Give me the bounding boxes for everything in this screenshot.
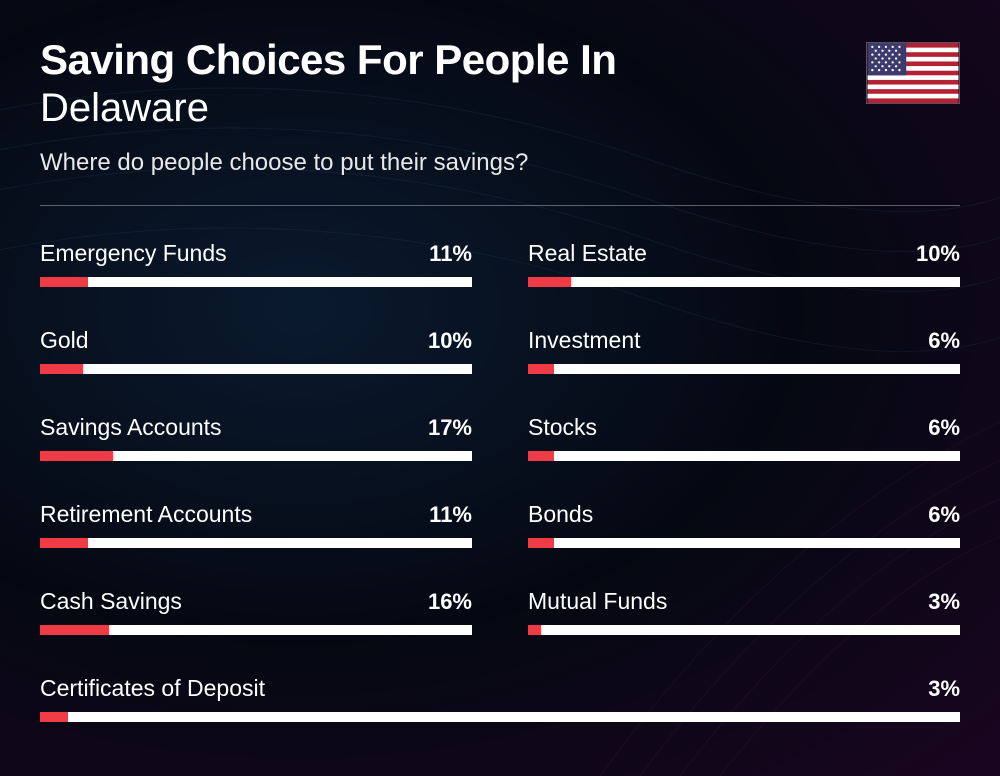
bar-track <box>40 364 472 374</box>
bar-item-header: Savings Accounts 17% <box>40 414 472 441</box>
bar-item-header: Investment 6% <box>528 327 960 354</box>
usa-flag-icon <box>866 42 960 104</box>
bar-item: Savings Accounts 17% <box>40 414 472 461</box>
bar-item-value: 3% <box>928 589 960 615</box>
bar-item-label: Savings Accounts <box>40 414 222 441</box>
bar-track <box>528 451 960 461</box>
bar-item-label: Bonds <box>528 501 593 528</box>
bar-item-header: Certificates of Deposit 3% <box>40 675 960 702</box>
bar-item-label: Mutual Funds <box>528 588 667 615</box>
bar-item-header: Emergency Funds 11% <box>40 240 472 267</box>
bar-item-value: 6% <box>928 502 960 528</box>
bar-item-header: Gold 10% <box>40 327 472 354</box>
bar-item: Mutual Funds 3% <box>528 588 960 635</box>
divider <box>40 205 960 206</box>
bar-fill <box>528 277 571 287</box>
infographic-container: Saving Choices For People In Delaware Wh… <box>0 0 1000 758</box>
bar-item-label: Gold <box>40 327 89 354</box>
bar-fill <box>528 625 541 635</box>
bar-item: Investment 6% <box>528 327 960 374</box>
bar-item-label: Investment <box>528 327 641 354</box>
bar-item: Certificates of Deposit 3% <box>40 675 960 722</box>
bar-item-header: Bonds 6% <box>528 501 960 528</box>
bar-track <box>40 712 960 722</box>
bar-item-header: Retirement Accounts 11% <box>40 501 472 528</box>
bar-fill <box>40 625 109 635</box>
title-line1: Saving Choices For People In <box>40 36 960 84</box>
bar-item-value: 10% <box>916 241 960 267</box>
bar-fill <box>528 538 554 548</box>
bar-item: Real Estate 10% <box>528 240 960 287</box>
bar-item-value: 6% <box>928 328 960 354</box>
bar-item: Gold 10% <box>40 327 472 374</box>
bar-track <box>528 538 960 548</box>
bar-fill <box>528 451 554 461</box>
bar-fill <box>40 451 113 461</box>
bar-track <box>40 538 472 548</box>
bar-item-value: 3% <box>928 676 960 702</box>
bar-item-header: Real Estate 10% <box>528 240 960 267</box>
bar-item-value: 11% <box>429 502 472 528</box>
bar-item-label: Real Estate <box>528 240 647 267</box>
bar-item-value: 10% <box>428 328 472 354</box>
bar-track <box>40 625 472 635</box>
bar-item-header: Cash Savings 16% <box>40 588 472 615</box>
bar-item-value: 16% <box>428 589 472 615</box>
bar-item: Emergency Funds 11% <box>40 240 472 287</box>
bar-item-label: Cash Savings <box>40 588 182 615</box>
bar-item-label: Stocks <box>528 414 597 441</box>
bar-fill <box>40 364 83 374</box>
bar-chart-grid: Emergency Funds 11% Real Estate 10% Gold 10% I… <box>40 240 960 722</box>
bar-track <box>528 625 960 635</box>
bar-item: Cash Savings 16% <box>40 588 472 635</box>
bar-item-header: Mutual Funds 3% <box>528 588 960 615</box>
bar-track <box>528 277 960 287</box>
bar-item: Bonds 6% <box>528 501 960 548</box>
bar-item-value: 11% <box>429 241 472 267</box>
bar-item-label: Retirement Accounts <box>40 501 252 528</box>
bar-fill <box>40 712 68 722</box>
bar-item: Retirement Accounts 11% <box>40 501 472 548</box>
bar-item: Stocks 6% <box>528 414 960 461</box>
bar-item-label: Emergency Funds <box>40 240 227 267</box>
bar-item-label: Certificates of Deposit <box>40 675 265 702</box>
subtitle: Where do people choose to put their savi… <box>40 149 960 177</box>
header: Saving Choices For People In Delaware Wh… <box>40 36 960 177</box>
bar-fill <box>40 538 88 548</box>
bar-track <box>40 451 472 461</box>
title-line2: Delaware <box>40 86 960 131</box>
bar-item-value: 6% <box>928 415 960 441</box>
bar-track <box>40 277 472 287</box>
bar-fill <box>40 277 88 287</box>
bar-item-value: 17% <box>428 415 472 441</box>
bar-track <box>528 364 960 374</box>
bar-item-header: Stocks 6% <box>528 414 960 441</box>
bar-fill <box>528 364 554 374</box>
